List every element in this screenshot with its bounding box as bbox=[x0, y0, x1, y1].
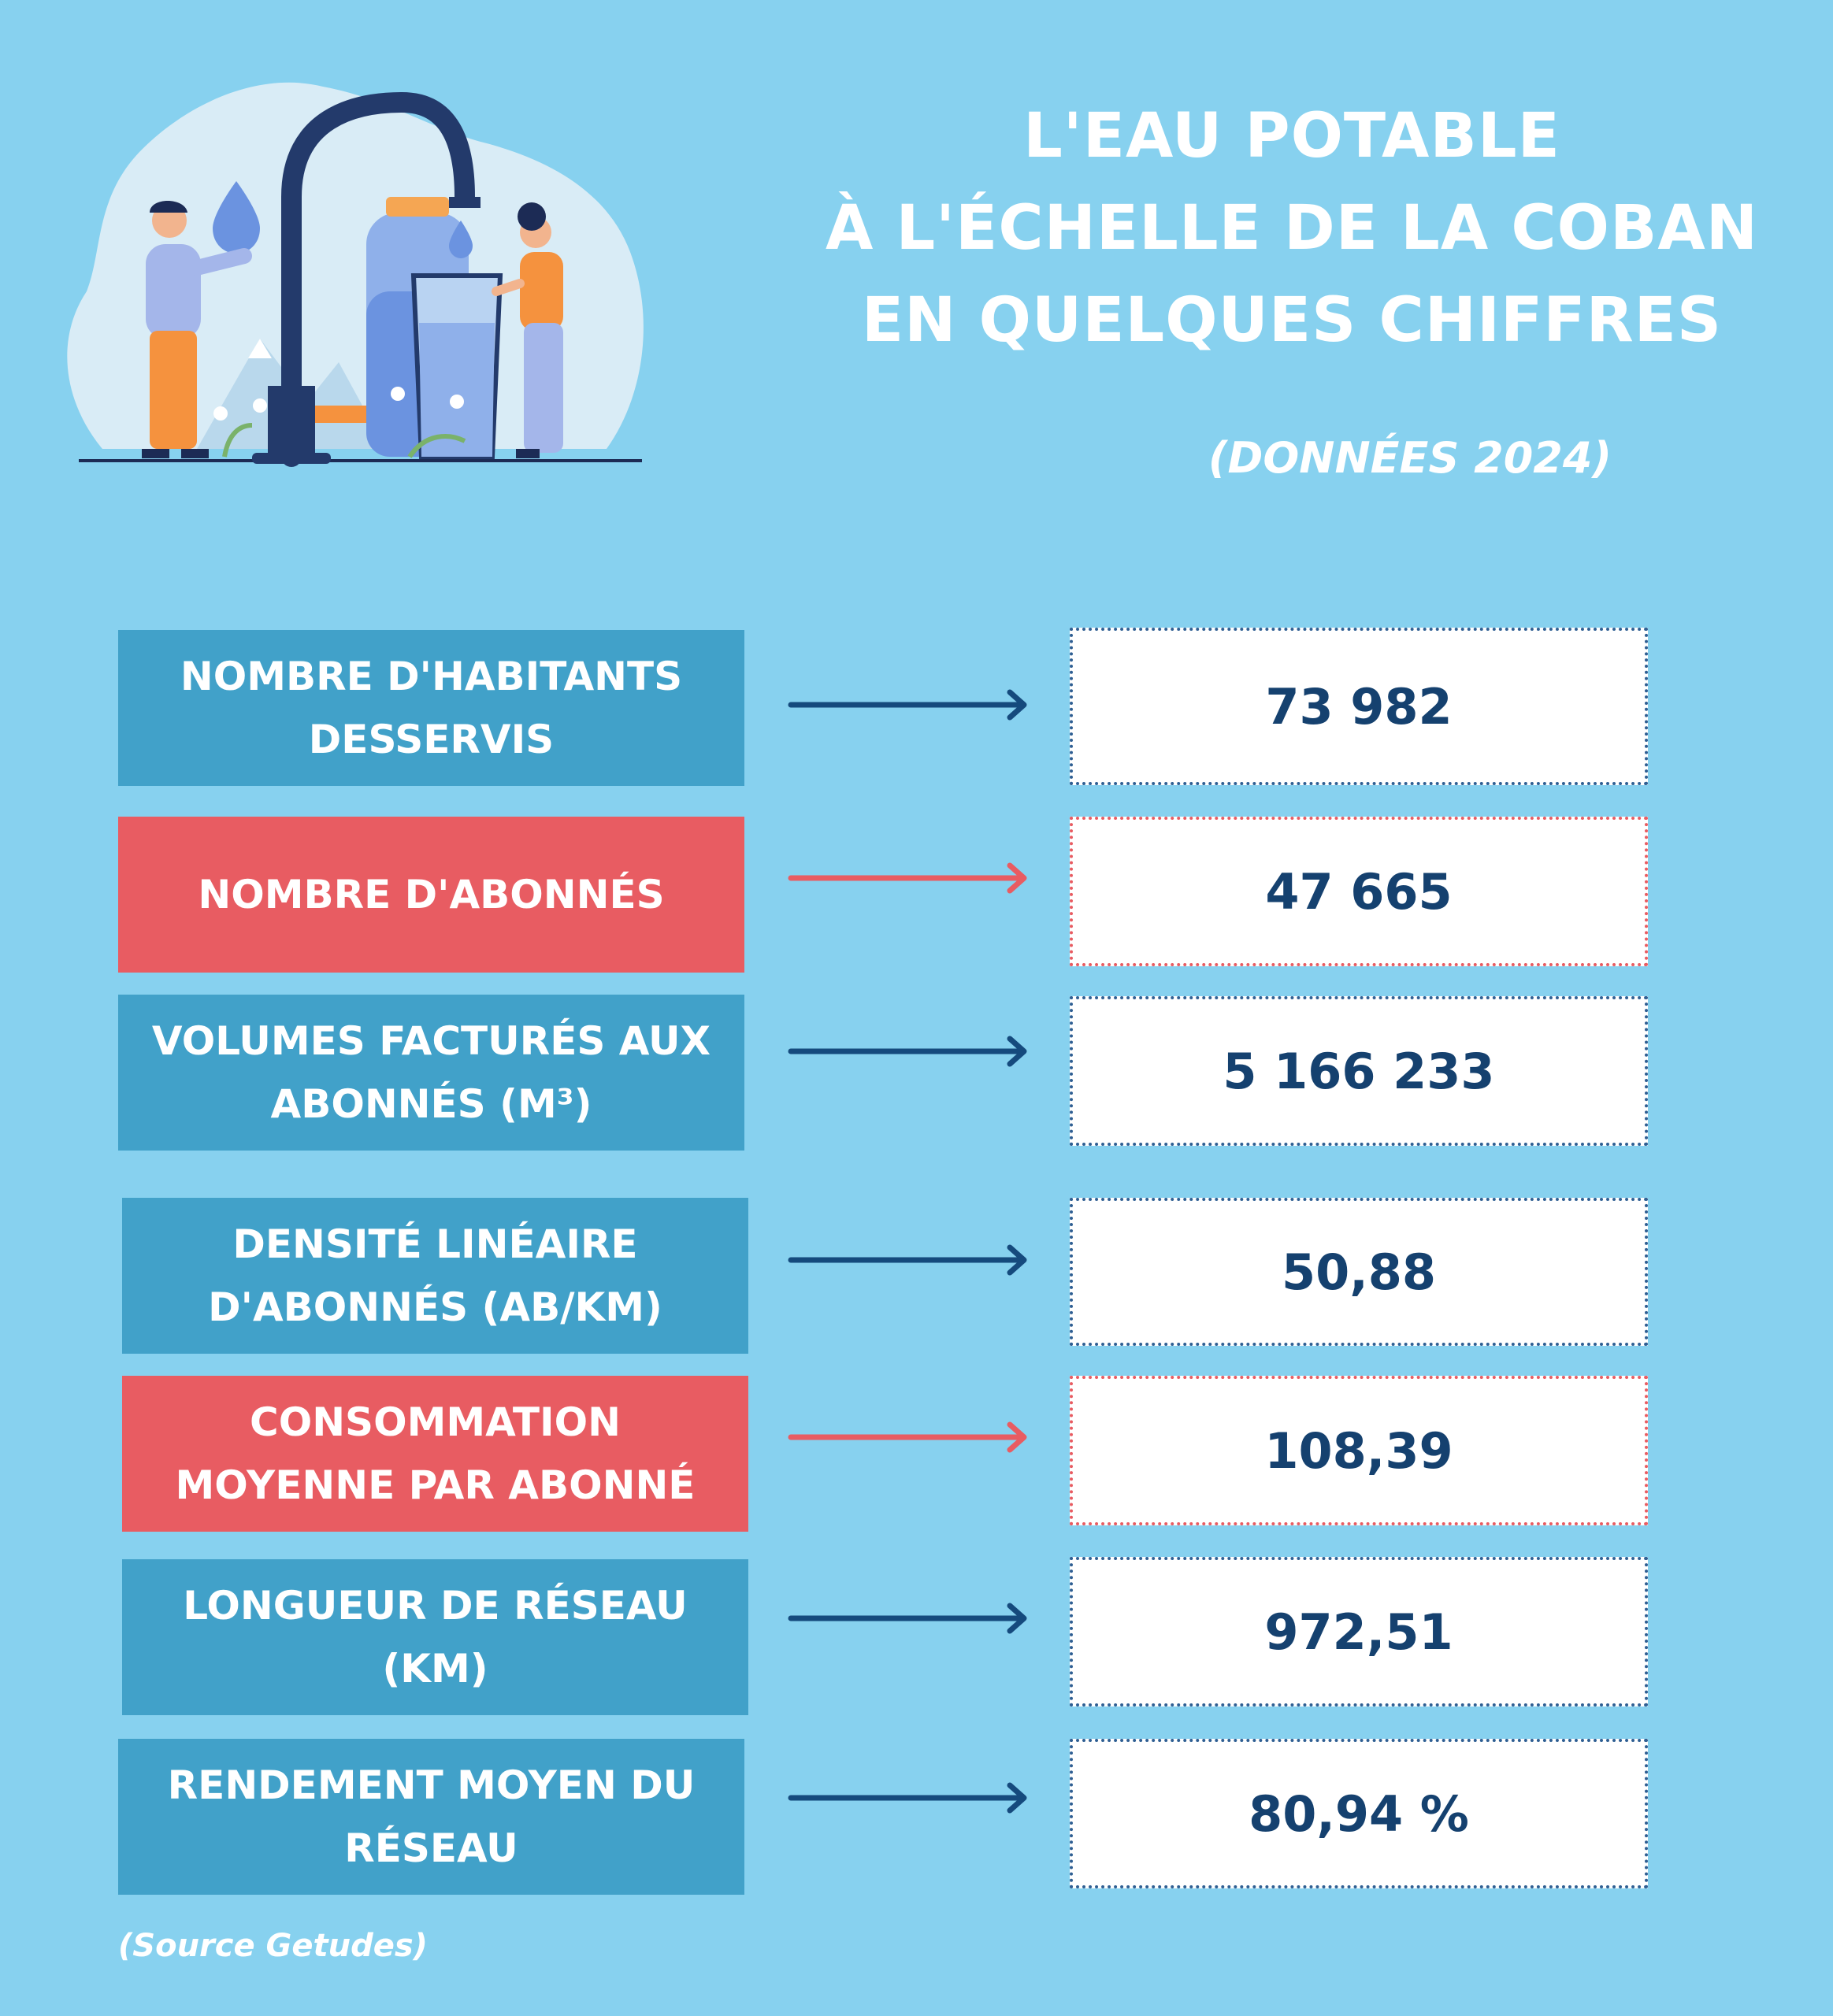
stat-label-line-1: LONGUEUR DE RÉSEAU bbox=[183, 1583, 688, 1629]
stat-value: 73 982 bbox=[1070, 628, 1648, 785]
stat-value: 50,88 bbox=[1070, 1198, 1648, 1346]
stat-label-box: VOLUMES FACTURÉS AUX ABONNÉS (M³) bbox=[118, 995, 744, 1151]
stat-value: 80,94 % bbox=[1070, 1739, 1648, 1888]
stat-label-line-1: RENDEMENT MOYEN DU bbox=[167, 1762, 696, 1808]
title-line-1: L'EAU POTABLE bbox=[1023, 101, 1560, 172]
stat-label-box: LONGUEUR DE RÉSEAU (KM) bbox=[122, 1559, 748, 1715]
stat-label-box: CONSOMMATION MOYENNE PAR ABONNÉ bbox=[122, 1376, 748, 1532]
title-line-3: EN QUELQUES CHIFFRES bbox=[861, 285, 1723, 356]
stat-label-line-1: DENSITÉ LINÉAIRE bbox=[232, 1221, 638, 1267]
stat-label-line-1: VOLUMES FACTURÉS AUX bbox=[151, 1018, 711, 1064]
stat-label-line-2: ABONNÉS (M³) bbox=[270, 1081, 592, 1127]
stat-label-line-1: CONSOMMATION bbox=[250, 1399, 621, 1445]
stat-label-line-2: DESSERVIS bbox=[308, 717, 555, 762]
stat-label-box: DENSITÉ LINÉAIRE D'ABONNÉS (AB/KM) bbox=[122, 1198, 748, 1354]
stat-value: 108,39 bbox=[1070, 1376, 1648, 1525]
stat-label-box: NOMBRE D'ABONNÉS bbox=[118, 817, 744, 973]
stat-value: 5 166 233 bbox=[1070, 996, 1648, 1146]
source-note: (Source Getudes) bbox=[118, 1928, 428, 1964]
arrow-right-icon bbox=[788, 1782, 1027, 1814]
arrow-right-icon bbox=[788, 1244, 1027, 1276]
stat-value: 972,51 bbox=[1070, 1557, 1648, 1707]
stat-label-box: NOMBRE D'HABITANTS DESSERVIS bbox=[118, 630, 744, 786]
arrow-right-icon bbox=[788, 862, 1027, 894]
arrow-right-icon bbox=[788, 689, 1027, 721]
stat-label-line-2: (KM) bbox=[382, 1646, 488, 1692]
water-tap-illustration bbox=[67, 82, 644, 467]
title-line-2: À L'ÉCHELLE DE LA COBAN bbox=[825, 193, 1759, 264]
stat-label-line-1: NOMBRE D'ABONNÉS bbox=[198, 872, 665, 917]
arrow-right-icon bbox=[788, 1421, 1027, 1453]
stat-label-line-2: D'ABONNÉS (AB/KM) bbox=[208, 1284, 662, 1330]
stat-value: 47 665 bbox=[1070, 817, 1648, 966]
arrow-right-icon bbox=[788, 1603, 1027, 1634]
stat-label-line-2: RÉSEAU bbox=[344, 1825, 518, 1871]
stat-label-line-2: MOYENNE PAR ABONNÉ bbox=[175, 1462, 696, 1508]
page-title: L'EAU POTABLE À L'ÉCHELLE DE LA COBAN EN… bbox=[788, 91, 1796, 367]
arrow-right-icon bbox=[788, 1036, 1027, 1067]
data-year-subtitle: (DONNÉES 2024) bbox=[1208, 433, 1612, 483]
stat-label-box: RENDEMENT MOYEN DU RÉSEAU bbox=[118, 1739, 744, 1895]
stat-label-line-1: NOMBRE D'HABITANTS bbox=[180, 654, 683, 699]
